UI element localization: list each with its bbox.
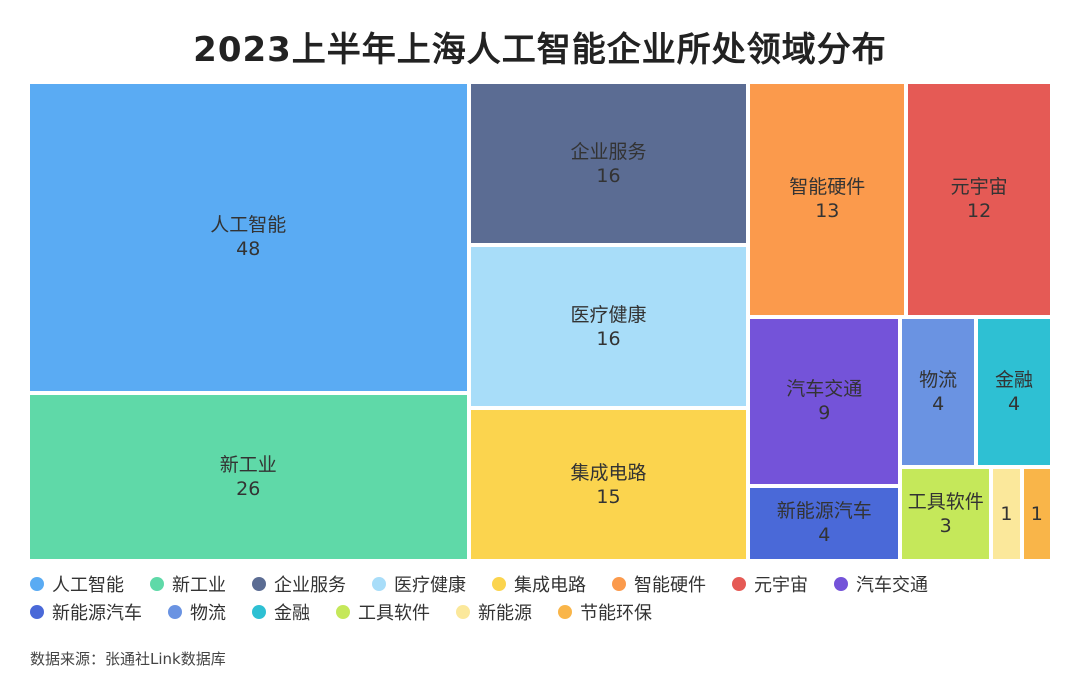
legend-dot bbox=[252, 605, 266, 619]
legend-label: 新能源汽车 bbox=[52, 603, 142, 624]
legend-dot bbox=[336, 605, 350, 619]
treemap-tile: 医疗健康 16 bbox=[468, 245, 749, 409]
treemap-tile: 元宇宙 12 bbox=[906, 82, 1052, 317]
legend-label: 医疗健康 bbox=[394, 575, 466, 596]
legend: 人工智能 新工业 企业服务 医疗健康 集成电路 智能硬件 元宇宙 汽车交通新能源汽车 物流 金融 工… bbox=[30, 574, 1050, 624]
tile-label: 企业服务 bbox=[570, 140, 647, 163]
tile-label: 物流 bbox=[919, 368, 958, 391]
treemap-tile: 工具软件 3 bbox=[900, 467, 992, 561]
legend-item: 工具软件 bbox=[336, 602, 430, 624]
legend-item: 物流 bbox=[168, 602, 226, 624]
treemap-tile: 新工业 26 bbox=[28, 392, 469, 561]
tile-label: 人工智能 bbox=[210, 214, 287, 237]
legend-label: 集成电路 bbox=[514, 575, 586, 596]
tile-value: 26 bbox=[236, 477, 261, 500]
legend-label: 节能环保 bbox=[580, 603, 652, 624]
treemap-tile: 人工智能 48 bbox=[28, 82, 469, 393]
treemap-tile: 物流 4 bbox=[900, 316, 977, 468]
legend-item: 新能源汽车 bbox=[30, 602, 142, 624]
legend-item: 新工业 bbox=[150, 574, 226, 596]
treemap-tile: 金融 4 bbox=[976, 316, 1052, 468]
tile-label: 工具软件 bbox=[907, 491, 984, 514]
treemap-tile: 集成电路 15 bbox=[468, 408, 749, 561]
legend-dot bbox=[30, 577, 44, 591]
legend-label: 新能源 bbox=[478, 603, 532, 624]
legend-item: 节能环保 bbox=[558, 602, 652, 624]
legend-label: 金融 bbox=[274, 603, 310, 624]
tile-label: 新能源汽车 bbox=[776, 500, 872, 523]
legend-label: 汽车交通 bbox=[856, 575, 928, 596]
legend-dot bbox=[492, 577, 506, 591]
legend-dot bbox=[612, 577, 626, 591]
legend-label: 企业服务 bbox=[274, 575, 346, 596]
tile-value: 4 bbox=[818, 524, 831, 547]
treemap-tile: 企业服务 16 bbox=[468, 82, 749, 246]
legend-label: 工具软件 bbox=[358, 603, 430, 624]
treemap-tile: 1 bbox=[1021, 467, 1052, 561]
legend-item: 医疗健康 bbox=[372, 574, 466, 596]
legend-label: 元宇宙 bbox=[754, 575, 808, 596]
tile-label: 医疗健康 bbox=[570, 303, 647, 326]
legend-item: 新能源 bbox=[456, 602, 532, 624]
tile-label: 元宇宙 bbox=[950, 176, 1008, 199]
legend-dot bbox=[558, 605, 572, 619]
treemap-tile: 新能源汽车 4 bbox=[748, 485, 901, 561]
treemap-tile: 汽车交通 9 bbox=[748, 316, 901, 486]
legend-dot bbox=[168, 605, 182, 619]
legend-item: 元宇宙 bbox=[732, 574, 808, 596]
treemap-tile: 1 bbox=[991, 467, 1022, 561]
chart-title: 2023上半年上海人工智能企业所处领域分布 bbox=[193, 30, 887, 70]
legend-item: 汽车交通 bbox=[834, 574, 928, 596]
legend-item: 人工智能 bbox=[30, 574, 124, 596]
tile-value: 1 bbox=[1000, 503, 1013, 526]
tile-label: 汽车交通 bbox=[786, 378, 863, 401]
tile-value: 9 bbox=[818, 402, 831, 425]
legend-item: 智能硬件 bbox=[612, 574, 706, 596]
tile-value: 48 bbox=[236, 238, 261, 261]
legend-dot bbox=[150, 577, 164, 591]
tile-label: 智能硬件 bbox=[789, 176, 866, 199]
tile-label: 金融 bbox=[995, 368, 1034, 391]
data-source: 数据来源：张通社Link数据库 bbox=[30, 650, 226, 668]
treemap: 人工智能 48 新工业 26 企业服务 16 医疗健康 16 集成电路 15 智能硬件 13 元宇宙 12… bbox=[28, 82, 1052, 561]
tile-label: 集成电路 bbox=[570, 461, 647, 484]
legend-label: 人工智能 bbox=[52, 575, 124, 596]
tile-value: 16 bbox=[596, 327, 621, 350]
tile-value: 13 bbox=[815, 200, 840, 223]
legend-label: 智能硬件 bbox=[634, 575, 706, 596]
legend-dot bbox=[372, 577, 386, 591]
tile-value: 4 bbox=[1007, 392, 1021, 415]
legend-dot bbox=[834, 577, 848, 591]
legend-dot bbox=[732, 577, 746, 591]
legend-dot bbox=[30, 605, 44, 619]
legend-item: 集成电路 bbox=[492, 574, 586, 596]
tile-value: 12 bbox=[967, 200, 992, 223]
tile-value: 15 bbox=[596, 485, 621, 508]
legend-label: 新工业 bbox=[172, 575, 226, 596]
treemap-tile: 智能硬件 13 bbox=[748, 82, 907, 317]
tile-value: 4 bbox=[932, 392, 945, 415]
legend-item: 企业服务 bbox=[252, 574, 346, 596]
tile-value: 16 bbox=[596, 164, 621, 187]
legend-dot bbox=[456, 605, 470, 619]
tile-value: 1 bbox=[1030, 503, 1043, 526]
tile-value: 3 bbox=[939, 515, 952, 538]
legend-dot bbox=[252, 577, 266, 591]
legend-item: 金融 bbox=[252, 602, 310, 624]
legend-label: 物流 bbox=[190, 603, 226, 624]
tile-label: 新工业 bbox=[219, 453, 277, 476]
